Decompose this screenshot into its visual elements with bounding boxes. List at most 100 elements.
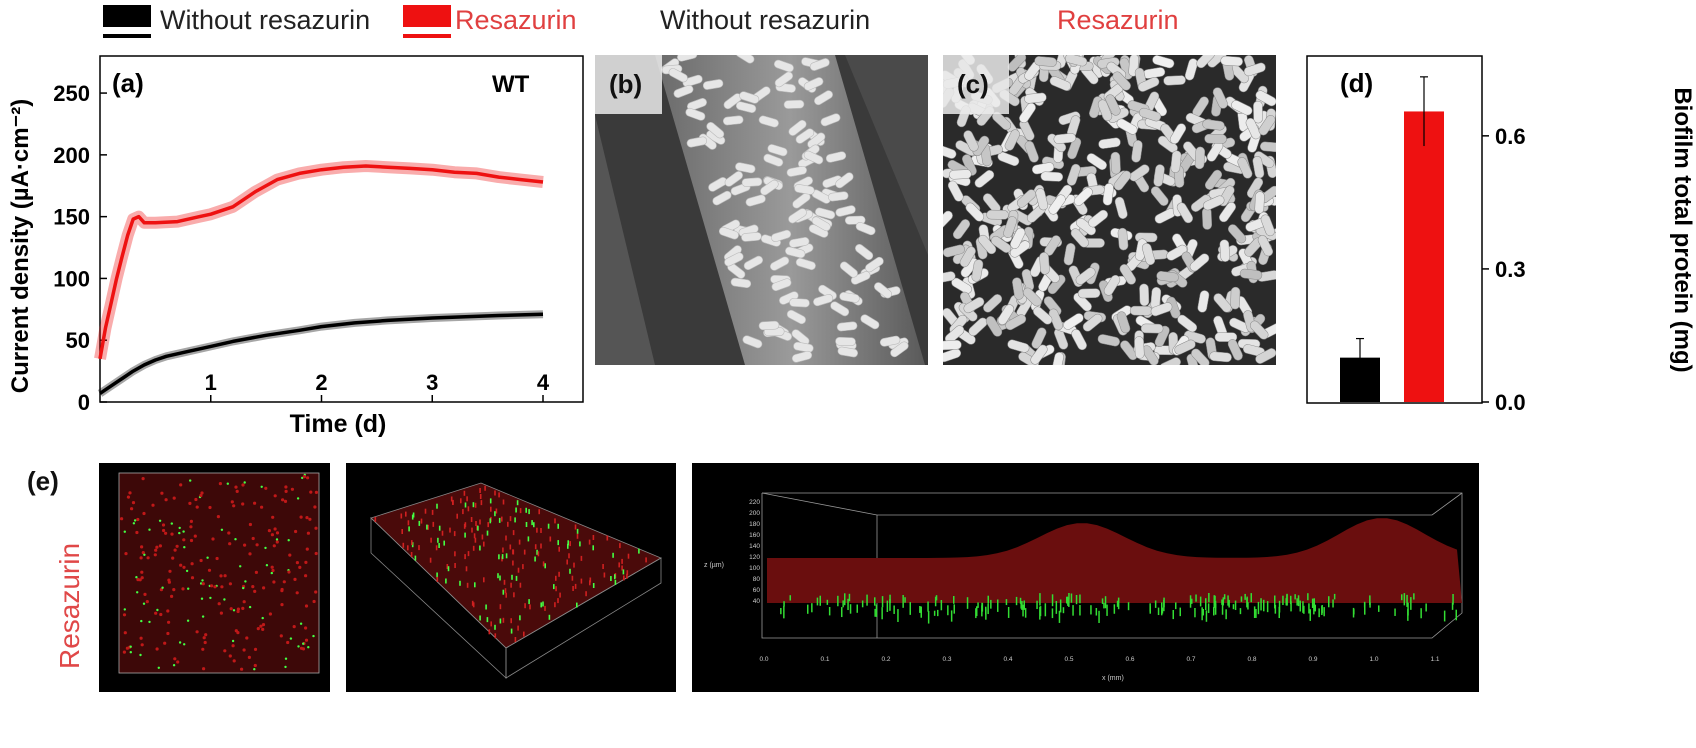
bacterium-cell (985, 316, 1003, 337)
red-cell-mark (618, 562, 620, 568)
green-cell-mark (886, 600, 889, 613)
green-cell-dot (226, 482, 229, 485)
green-cell-mark (1328, 596, 1330, 608)
bacterium-cell (1212, 87, 1228, 109)
bacterium-cell (1220, 55, 1243, 67)
green-cell-dot (270, 571, 273, 575)
green-cell-mark (1333, 593, 1336, 600)
confocal-x-tick: 0.1 (820, 656, 829, 663)
red-cell-mark (572, 586, 574, 591)
green-cell-mark (499, 575, 501, 581)
green-cell-mark (889, 594, 891, 604)
red-cell-mark (441, 530, 444, 536)
green-cell-mark (592, 545, 594, 551)
bacterium-cell (1194, 146, 1205, 170)
green-cell-mark (511, 574, 513, 580)
red-cell-mark (484, 485, 486, 491)
red-cell-dot (304, 604, 309, 608)
green-cell-dot (178, 526, 181, 530)
red-cell-mark (505, 535, 507, 541)
bacterium-cell (735, 101, 757, 113)
biofilm-mass (767, 518, 1462, 603)
red-cell-dot (290, 487, 294, 491)
red-cell-dot (261, 627, 265, 631)
bacterium-cell (724, 252, 744, 267)
red-cell-dot (130, 507, 134, 511)
green-cell-mark (614, 574, 616, 580)
red-cell-dot (155, 545, 159, 549)
red-cell-mark (498, 492, 500, 498)
biofilm-protein-chart: 0.0 0.3 0.6 (d) Biofilm total protein (mg) (1306, 55, 1696, 415)
red-cell-dot (228, 542, 232, 546)
red-cell-dot (135, 530, 139, 535)
x-tick-label: 4 (537, 370, 550, 395)
bacterium-cell (1112, 71, 1131, 91)
red-cell-dot (142, 511, 146, 516)
red-cell-dot (163, 641, 167, 645)
red-cell-dot (261, 623, 266, 627)
red-cell-dot (140, 570, 144, 574)
green-cell-mark (1250, 593, 1252, 603)
bacterium-cell (1228, 224, 1247, 244)
red-cell-mark (555, 575, 557, 581)
bacterium-cell (835, 336, 856, 347)
green-cell-mark (412, 512, 415, 518)
confocal-3d-view (346, 463, 676, 692)
bacterium-cell (991, 235, 1012, 253)
red-cell-dot (167, 620, 171, 624)
red-cell-mark (401, 529, 403, 534)
green-cell-mark (1297, 595, 1300, 607)
red-cell-mark (490, 506, 492, 512)
red-cell-dot (284, 485, 288, 489)
y-tick-label: 50 (66, 328, 90, 353)
green-cell-mark (527, 536, 530, 542)
green-cell-mark (414, 555, 417, 561)
green-cell-mark (438, 525, 441, 531)
green-cell-mark (1015, 596, 1018, 606)
bacterium-cell (1073, 292, 1092, 312)
legend-line-with (403, 34, 451, 38)
red-cell-mark (571, 575, 574, 581)
green-cell-mark (1311, 598, 1314, 608)
bacterium-cell (803, 150, 824, 165)
green-cell-mark (966, 597, 969, 609)
green-cell-mark (1175, 602, 1177, 610)
y-tick-label: 200 (53, 143, 90, 168)
bacterium-cell (1088, 209, 1108, 228)
bacterium-cell (730, 277, 752, 289)
green-cell-mark (1103, 602, 1105, 609)
green-cell-dot (129, 651, 132, 654)
red-cell-dot (154, 548, 158, 552)
green-cell-mark (1068, 593, 1070, 600)
green-cell-mark (1044, 603, 1047, 617)
panel-label-d: (d) (1340, 68, 1373, 98)
red-cell-mark (603, 572, 606, 578)
red-cell-dot (235, 489, 239, 493)
green-cell-mark (1296, 598, 1298, 606)
green-cell-dot (253, 668, 256, 671)
green-cell-mark (1313, 598, 1315, 607)
green-cell-mark (510, 628, 513, 634)
red-cell-dot (306, 531, 310, 535)
red-cell-dot (284, 489, 288, 493)
bacterium-cell (814, 90, 833, 106)
green-cell-mark (1172, 610, 1174, 620)
x-tick-label: 2 (315, 370, 327, 395)
green-cell-mark (1213, 595, 1215, 608)
bacterium-cell (1129, 164, 1150, 182)
red-cell-dot (217, 602, 221, 606)
red-cell-mark (513, 592, 515, 598)
sem-header-without: Without resazurin (660, 5, 871, 35)
red-cell-dot (241, 483, 245, 487)
green-cell-mark (1070, 593, 1073, 603)
green-cell-mark (1202, 609, 1204, 616)
red-cell-mark (490, 621, 492, 627)
green-cell-mark (1194, 608, 1196, 618)
red-cell-dot (260, 505, 264, 509)
red-cell-dot (194, 497, 198, 502)
bacterium-cell (1049, 76, 1072, 91)
bacterium-cell (1077, 288, 1101, 299)
bacterium-cell (1258, 115, 1276, 136)
red-cell-dot (313, 505, 317, 509)
green-cell-dot (161, 586, 164, 589)
